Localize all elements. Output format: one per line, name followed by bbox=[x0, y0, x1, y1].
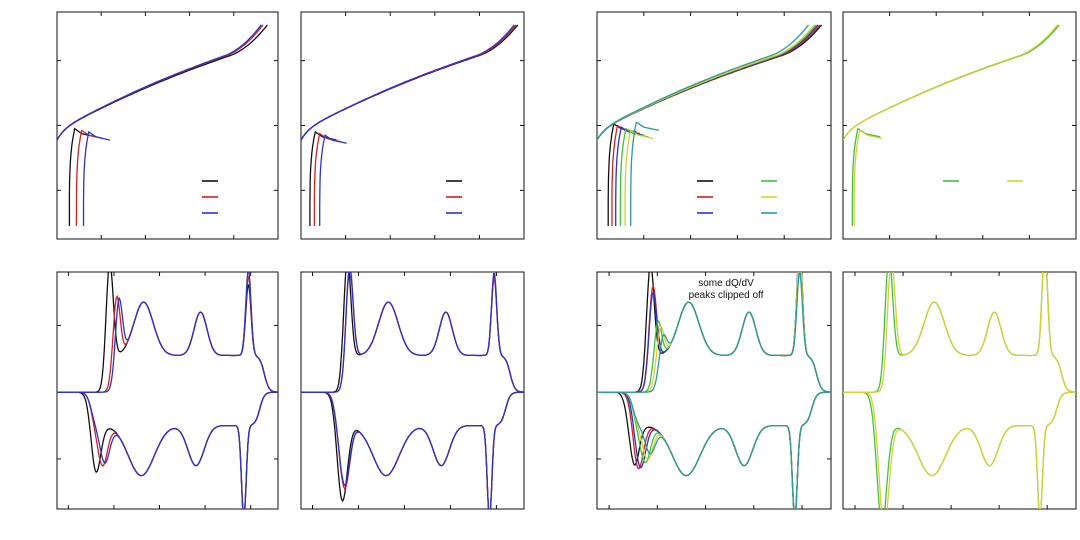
discharge-curve-2 bbox=[319, 134, 347, 226]
legend bbox=[446, 180, 462, 214]
series-group bbox=[843, 24, 1060, 226]
annotation: some dQ/dV bbox=[698, 278, 754, 289]
charge-curve-1 bbox=[301, 24, 517, 141]
series-group bbox=[597, 272, 831, 509]
discharge-curve-1 bbox=[611, 124, 641, 226]
discharge-curve-1 bbox=[313, 132, 342, 226]
discharge-curve-0 bbox=[309, 130, 337, 226]
charge-curve-1 bbox=[843, 24, 1058, 141]
plot-frame bbox=[56, 11, 279, 240]
discharge-curve-2 bbox=[82, 130, 111, 226]
panel-c1 bbox=[596, 11, 832, 240]
series-group bbox=[843, 272, 1076, 509]
panel-b2 bbox=[300, 271, 525, 510]
panel-d2 bbox=[842, 271, 1077, 510]
charge-curve-2 bbox=[597, 24, 819, 141]
dqdv-discharge-5 bbox=[597, 391, 831, 509]
charge-curve-2 bbox=[301, 24, 515, 141]
discharge-curve-5 bbox=[630, 121, 659, 226]
panel-a1 bbox=[56, 11, 279, 240]
discharge-curve-4 bbox=[624, 129, 654, 226]
discharge-curve-0 bbox=[68, 127, 97, 226]
series-group bbox=[597, 24, 823, 226]
plot-frame bbox=[300, 11, 525, 240]
dqdv-discharge-1 bbox=[843, 391, 1076, 509]
charge-curve-0 bbox=[301, 24, 519, 141]
charge-curve-2 bbox=[57, 24, 262, 141]
charge-curve-0 bbox=[57, 24, 268, 141]
discharge-curve-1 bbox=[853, 129, 883, 226]
series-group bbox=[301, 24, 519, 226]
panel-b1 bbox=[300, 11, 525, 240]
charge-curve-0 bbox=[843, 24, 1060, 141]
plot-frame bbox=[842, 11, 1077, 240]
series-group bbox=[57, 272, 278, 509]
panel-a2 bbox=[56, 271, 279, 510]
series-group bbox=[57, 24, 268, 227]
annotation: peaks clipped off bbox=[689, 290, 764, 301]
charge-curve-0 bbox=[597, 24, 823, 141]
discharge-curve-2 bbox=[615, 126, 644, 226]
plot-frame bbox=[842, 271, 1077, 510]
charge-curve-5 bbox=[597, 24, 810, 141]
plot-frame bbox=[56, 271, 279, 510]
discharge-curve-3 bbox=[619, 127, 649, 226]
legend bbox=[697, 180, 777, 214]
dqdv-discharge-2 bbox=[57, 391, 278, 509]
discharge-curve-1 bbox=[75, 129, 104, 227]
discharge-curve-0 bbox=[607, 122, 637, 226]
dqdv-charge-5 bbox=[597, 272, 831, 393]
discharge-curve-0 bbox=[851, 127, 881, 226]
charge-curve-1 bbox=[597, 24, 821, 141]
dqdv-charge-2 bbox=[301, 272, 524, 393]
series-group bbox=[301, 272, 524, 509]
dqdv-discharge-2 bbox=[301, 391, 524, 509]
dqdv-charge-1 bbox=[843, 272, 1076, 393]
plot-frame bbox=[596, 271, 832, 510]
panel-d1 bbox=[842, 11, 1077, 240]
legend bbox=[202, 180, 218, 214]
dqdv-charge-2 bbox=[57, 272, 278, 393]
plot-frame bbox=[300, 271, 525, 510]
